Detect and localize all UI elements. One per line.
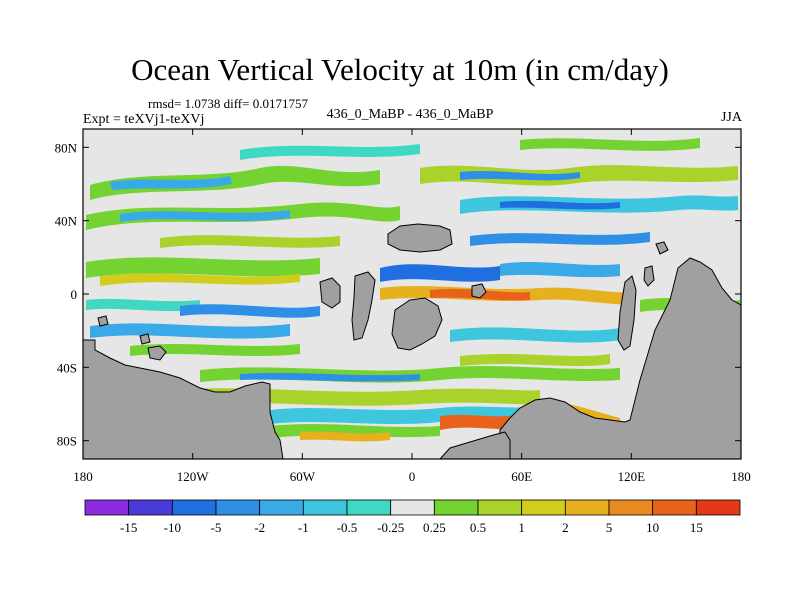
- land-continent-e: [471, 283, 487, 299]
- x-tick-label: 180: [73, 469, 93, 484]
- field-patch: [380, 264, 500, 282]
- colorbar-label: 0.5: [470, 520, 486, 535]
- colorbar-label: 15: [690, 520, 703, 535]
- field-patch: [240, 372, 420, 382]
- colorbar-swatch: [608, 499, 654, 516]
- field-patch: [460, 171, 580, 181]
- field-patch: [90, 323, 290, 339]
- colorbar-swatch: [215, 499, 261, 516]
- land-continent-d: [387, 223, 453, 253]
- land-continent-g: [643, 265, 655, 287]
- colorbar-label: -10: [164, 520, 181, 535]
- colorbar-label: -15: [120, 520, 137, 535]
- colorbar-label: -5: [211, 520, 222, 535]
- land-continent-h: [655, 241, 669, 255]
- field-patch: [130, 344, 300, 356]
- x-tick-label: 0: [409, 469, 416, 484]
- colorbar-label: 2: [562, 520, 569, 535]
- field-patch: [450, 327, 620, 343]
- x-axis: 180 120W 60W 0 60E 120E 180: [73, 129, 751, 484]
- field-patch: [120, 210, 290, 222]
- colorbar-swatch: [302, 499, 348, 516]
- field-patch: [500, 262, 620, 278]
- stats-label: rmsd= 1.0738 diff= 0.0171757: [148, 96, 308, 111]
- y-tick-label: 80S: [57, 434, 77, 449]
- colorbar: -15 -10 -5 -2 -1 -0.5 -0.25 0.25 0.5 1 2 5 10 15: [84, 499, 741, 535]
- colorbar-label: 5: [606, 520, 613, 535]
- field-patch: [180, 304, 320, 318]
- y-tick-label: 80N: [55, 140, 78, 155]
- x-tick-label: 60W: [290, 469, 316, 484]
- field-patch: [500, 200, 620, 210]
- field-patch: [86, 298, 200, 312]
- colorbar-label: -1: [298, 520, 309, 535]
- land-antarctica-west: [83, 339, 284, 459]
- colorbar-swatch: [171, 499, 217, 516]
- field-patch: [86, 257, 320, 278]
- land-continent-f: [617, 275, 637, 351]
- colorbar-swatch: [346, 499, 392, 516]
- x-tick-label: 60E: [511, 469, 532, 484]
- colorbar-swatch: [433, 499, 479, 516]
- colorbar-swatch: [477, 499, 523, 516]
- colorbar-label: -0.25: [377, 520, 404, 535]
- colorbar-label: 1: [518, 520, 525, 535]
- colorbar-label: 10: [646, 520, 659, 535]
- field-patch: [240, 144, 420, 160]
- y-tick-label: 0: [71, 287, 78, 302]
- colorbar-swatch: [390, 499, 435, 516]
- land-continent-b: [351, 271, 376, 341]
- land-antarctica-mid: [439, 431, 511, 459]
- field-patch: [100, 273, 300, 286]
- colorbar-label: 0.25: [423, 520, 446, 535]
- land-continent-a: [319, 277, 341, 309]
- experiment-label: Expt = teXVj1-teXVj: [83, 112, 205, 127]
- y-axis: 80N 40N 0 40S 80S: [55, 140, 741, 449]
- season-label: JJA: [720, 110, 742, 125]
- colorbar-swatch: [259, 499, 304, 516]
- land-island-b: [139, 333, 151, 345]
- field-patch: [90, 165, 380, 200]
- colorbar-swatch: [84, 499, 130, 516]
- x-tick-label: 180: [731, 469, 751, 484]
- field-patch: [520, 138, 700, 151]
- chart-title: Ocean Vertical Velocity at 10m (in cm/da…: [131, 52, 669, 87]
- land-antarctica-east: [499, 257, 741, 459]
- colorbar-label: -0.5: [337, 520, 358, 535]
- field-patch: [160, 235, 340, 248]
- land-island-c: [97, 315, 109, 327]
- run-label: 436_0_MaBP - 436_0_MaBP: [326, 107, 494, 122]
- field-patch: [300, 431, 390, 442]
- colorbar-label: -2: [254, 520, 265, 535]
- land-layer: [83, 223, 741, 459]
- x-tick-label: 120W: [177, 469, 210, 484]
- colorbar-swatch: [128, 499, 173, 516]
- field-patch: [470, 232, 650, 246]
- y-tick-label: 40S: [57, 360, 77, 375]
- field-patch: [110, 176, 232, 190]
- land-island-a: [147, 345, 167, 361]
- colorbar-swatch: [652, 499, 697, 516]
- x-tick-label: 120E: [618, 469, 646, 484]
- land-continent-c: [391, 297, 443, 351]
- field-patch: [440, 414, 520, 430]
- colorbar-swatch: [521, 499, 566, 516]
- field-patch: [460, 354, 610, 366]
- y-tick-label: 40N: [55, 214, 78, 229]
- colorbar-swatch: [695, 499, 741, 516]
- colorbar-swatch: [564, 499, 610, 516]
